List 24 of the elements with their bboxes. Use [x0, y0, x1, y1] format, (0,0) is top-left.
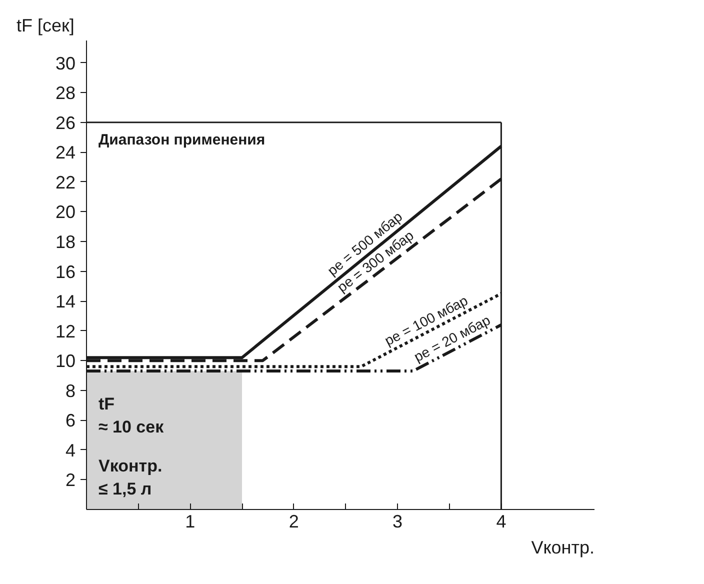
- y-tick-label: 14: [55, 292, 76, 312]
- y-tick-label: 26: [55, 112, 76, 133]
- annotation: tF ≈ 10 сек: [98, 394, 164, 436]
- x-tick-label: 1: [185, 512, 196, 532]
- annotation: Vконтр. ≤ 1,5 л: [98, 456, 162, 498]
- y-tick-label: 24: [55, 142, 76, 163]
- x-tick-label: 3: [392, 512, 403, 532]
- y-tick-label: 22: [55, 172, 76, 192]
- y-tick-label: 16: [55, 262, 76, 282]
- y-tick-label: 6: [65, 410, 76, 431]
- y-tick-label: 30: [55, 53, 76, 74]
- x-tick-label: 4: [496, 512, 506, 532]
- x-tick-label: 2: [288, 512, 299, 532]
- y-axis-title: tF [сек]: [16, 16, 74, 36]
- y-tick-label: 2: [65, 470, 76, 490]
- y-tick-label: 12: [55, 321, 76, 342]
- y-tick-label: 10: [55, 351, 76, 372]
- x-axis-title: Vконтр.: [531, 538, 595, 558]
- y-tick-label: 18: [55, 232, 76, 252]
- ref-line-label: Диапазон применения: [98, 131, 266, 148]
- y-tick-label: 8: [65, 380, 76, 401]
- y-tick-label: 4: [65, 440, 76, 460]
- y-tick-label: 20: [55, 202, 76, 222]
- y-tick-label: 28: [55, 83, 76, 104]
